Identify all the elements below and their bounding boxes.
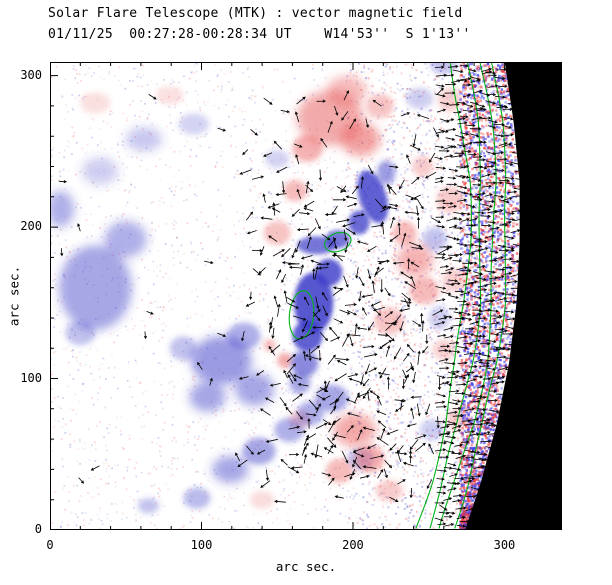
magnetogram-plot — [50, 62, 562, 530]
x-axis-title: arc sec. — [275, 559, 337, 574]
y-tick-label: 200 — [20, 219, 42, 234]
figure-subtitle: 01/11/25 00:27:28-00:28:34 UT W14'53'' S… — [48, 27, 471, 42]
x-tick-label: 300 — [493, 538, 516, 552]
x-tick-label: 100 — [190, 538, 213, 552]
y-axis-title: arc sec. — [6, 265, 22, 327]
y-tick-label: 300 — [20, 67, 42, 82]
x-tick-label: 0 — [46, 538, 54, 552]
y-tick-label: 100 — [20, 370, 42, 385]
y-tick-label: 0 — [34, 522, 42, 536]
x-tick-label: 200 — [342, 538, 364, 552]
figure-title: Solar Flare Telescope (MTK) : vector mag… — [48, 6, 463, 21]
